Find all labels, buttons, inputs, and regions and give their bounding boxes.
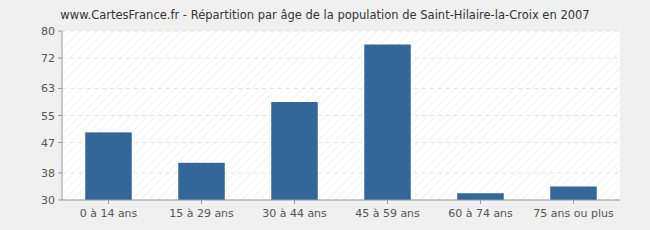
- title: www.CartesFrance.fr - Répartition par âg…: [60, 8, 589, 22]
- tick-mark: [58, 200, 62, 201]
- grid-line: [62, 172, 620, 173]
- tick-mark: [58, 31, 62, 32]
- x-tick-label: 60 à 74 ans: [448, 207, 513, 220]
- x-tick-label: 15 à 29 ans: [169, 207, 234, 220]
- tick-mark: [58, 142, 62, 143]
- tick-mark: [58, 115, 62, 116]
- x-tick-label: 0 à 14 ans: [80, 207, 138, 220]
- tick-mark: [58, 172, 62, 173]
- tick-mark: [58, 88, 62, 89]
- grid-line: [62, 58, 620, 59]
- bar: [85, 132, 132, 200]
- bar: [457, 193, 504, 200]
- x-tick: [201, 200, 202, 204]
- grid-line: [62, 115, 620, 116]
- grid-line: [62, 31, 620, 32]
- y-tick-label: 38: [41, 167, 55, 180]
- bar: [550, 186, 597, 200]
- y-tick-label: 63: [41, 82, 55, 95]
- x-axis: [62, 200, 620, 201]
- x-tick-label: 45 à 59 ans: [355, 207, 420, 220]
- bar: [271, 102, 318, 200]
- y-tick-label: 47: [41, 137, 55, 150]
- y-tick-label: 72: [41, 52, 55, 65]
- y-tick-label: 80: [41, 25, 55, 38]
- x-tick: [387, 200, 388, 204]
- grid-line: [62, 88, 620, 89]
- background: [0, 0, 650, 230]
- x-tick-label: 30 à 44 ans: [262, 207, 327, 220]
- y-tick-label: 30: [41, 194, 55, 207]
- tick-mark: [58, 58, 62, 59]
- grid-line: [62, 142, 620, 143]
- bars: [85, 45, 597, 200]
- x-tick: [108, 200, 109, 204]
- x-tick: [573, 200, 574, 204]
- plot-area: [62, 31, 620, 200]
- bar: [178, 163, 225, 200]
- x-tick: [294, 200, 295, 204]
- x-tick: [480, 200, 481, 204]
- bar: [364, 45, 411, 200]
- y-axis: [62, 31, 63, 200]
- x-tick-label: 75 ans ou plus: [533, 207, 614, 220]
- y-tick-label: 55: [41, 110, 55, 123]
- grid-line: [62, 200, 620, 201]
- chart: www.CartesFrance.fr - Répartition par âg…: [0, 0, 650, 230]
